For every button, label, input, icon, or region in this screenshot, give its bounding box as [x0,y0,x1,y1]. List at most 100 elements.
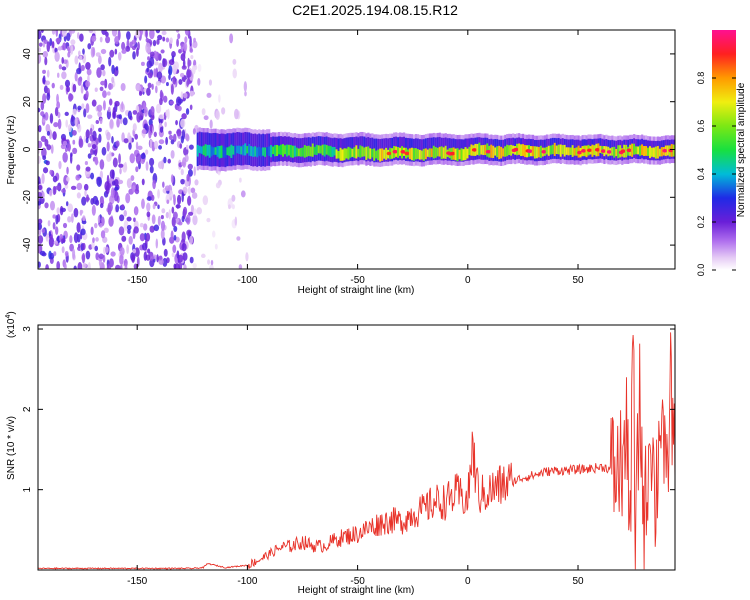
noise-speck [218,94,221,103]
signal-core [399,147,402,156]
noise-speck [104,181,110,191]
noise-speck [38,235,44,244]
noise-speck [64,79,71,88]
noise-speck [162,58,168,67]
noise-speck [172,244,177,254]
noise-speck [132,248,137,254]
signal-core [246,145,249,154]
noise-speck [145,30,148,39]
noise-speck [130,175,135,181]
signal-core [311,143,314,157]
noise-speck [53,240,59,245]
signal-core [317,145,320,154]
noise-speck [118,114,122,120]
noise-speck [87,153,92,159]
noise-speck [158,255,163,260]
noise-speck [106,141,110,152]
noise-speck [112,106,116,118]
signal-core [319,145,322,154]
noise-speck [98,253,104,260]
signal-core [295,147,299,157]
snr-x-tick-label: -100 [237,576,257,587]
noise-speck [178,254,183,263]
noise-speck [145,149,149,155]
signal-core [341,149,344,161]
noise-speck [162,181,165,188]
noise-speck [59,84,64,90]
noise-speck [121,101,124,110]
signal-core [615,148,618,157]
noise-speck [141,198,145,210]
noise-speck [61,57,64,64]
noise-speck [181,243,187,252]
spectrogram-x-tick-label: -100 [237,275,257,286]
signal-core [545,146,549,155]
signal-core [204,144,207,157]
noise-speck [55,226,59,235]
signal-core [240,146,243,155]
noise-speck [42,155,47,161]
noise-speck [128,142,132,150]
signal-core [214,147,217,155]
noise-speck [200,253,206,259]
signal-core [347,146,350,160]
signal-peak [577,150,583,155]
noise-speck [61,246,65,254]
noise-speck [147,248,151,254]
noise-speck [148,130,152,139]
signal-core [198,145,201,154]
noise-speck [155,103,162,114]
signal-core [563,144,566,157]
noise-speck [85,90,89,99]
signal-core [468,146,471,156]
noise-speck [102,100,106,111]
noise-speck [46,144,52,151]
noise-speck [147,82,152,89]
noise-speck [149,30,155,40]
noise-speck [141,129,147,135]
noise-speck [167,108,170,120]
noise-speck [57,118,62,130]
noise-speck [38,47,41,53]
noise-speck [61,188,66,194]
noise-speck [186,80,189,87]
noise-speck [72,83,77,93]
noise-speck [183,92,188,99]
noise-speck [50,144,54,154]
noise-speck [206,92,212,98]
signal-core [490,144,493,158]
noise-speck [42,93,47,104]
noise-speck [38,201,42,206]
signal-core [359,145,362,158]
signal-core [335,149,338,159]
noise-speck [114,48,118,55]
noise-speck [64,263,67,269]
noise-speck [77,262,83,269]
noise-speck [91,204,96,216]
noise-speck [245,252,249,262]
noise-speck [182,206,188,216]
signal-core [361,146,364,157]
signal-core [363,147,366,157]
noise-speck [232,58,237,65]
noise-speck [78,50,81,57]
noise-speck [120,82,126,92]
noise-speck [132,51,136,60]
noise-speck [189,48,194,53]
signal-peak [620,149,626,153]
signal-core [502,148,505,157]
noise-speck [38,140,43,149]
noise-speck [154,61,159,66]
noise-speck [47,220,51,227]
noise-speck [107,202,113,212]
noise-speck [70,44,74,55]
noise-speck [168,209,171,220]
noise-speck [145,161,149,171]
signal-core [301,147,305,157]
noise-speck [157,189,160,199]
noise-speck [164,121,167,128]
noise-speck [159,97,163,106]
signal-core [466,148,469,159]
signal-core [496,146,499,158]
